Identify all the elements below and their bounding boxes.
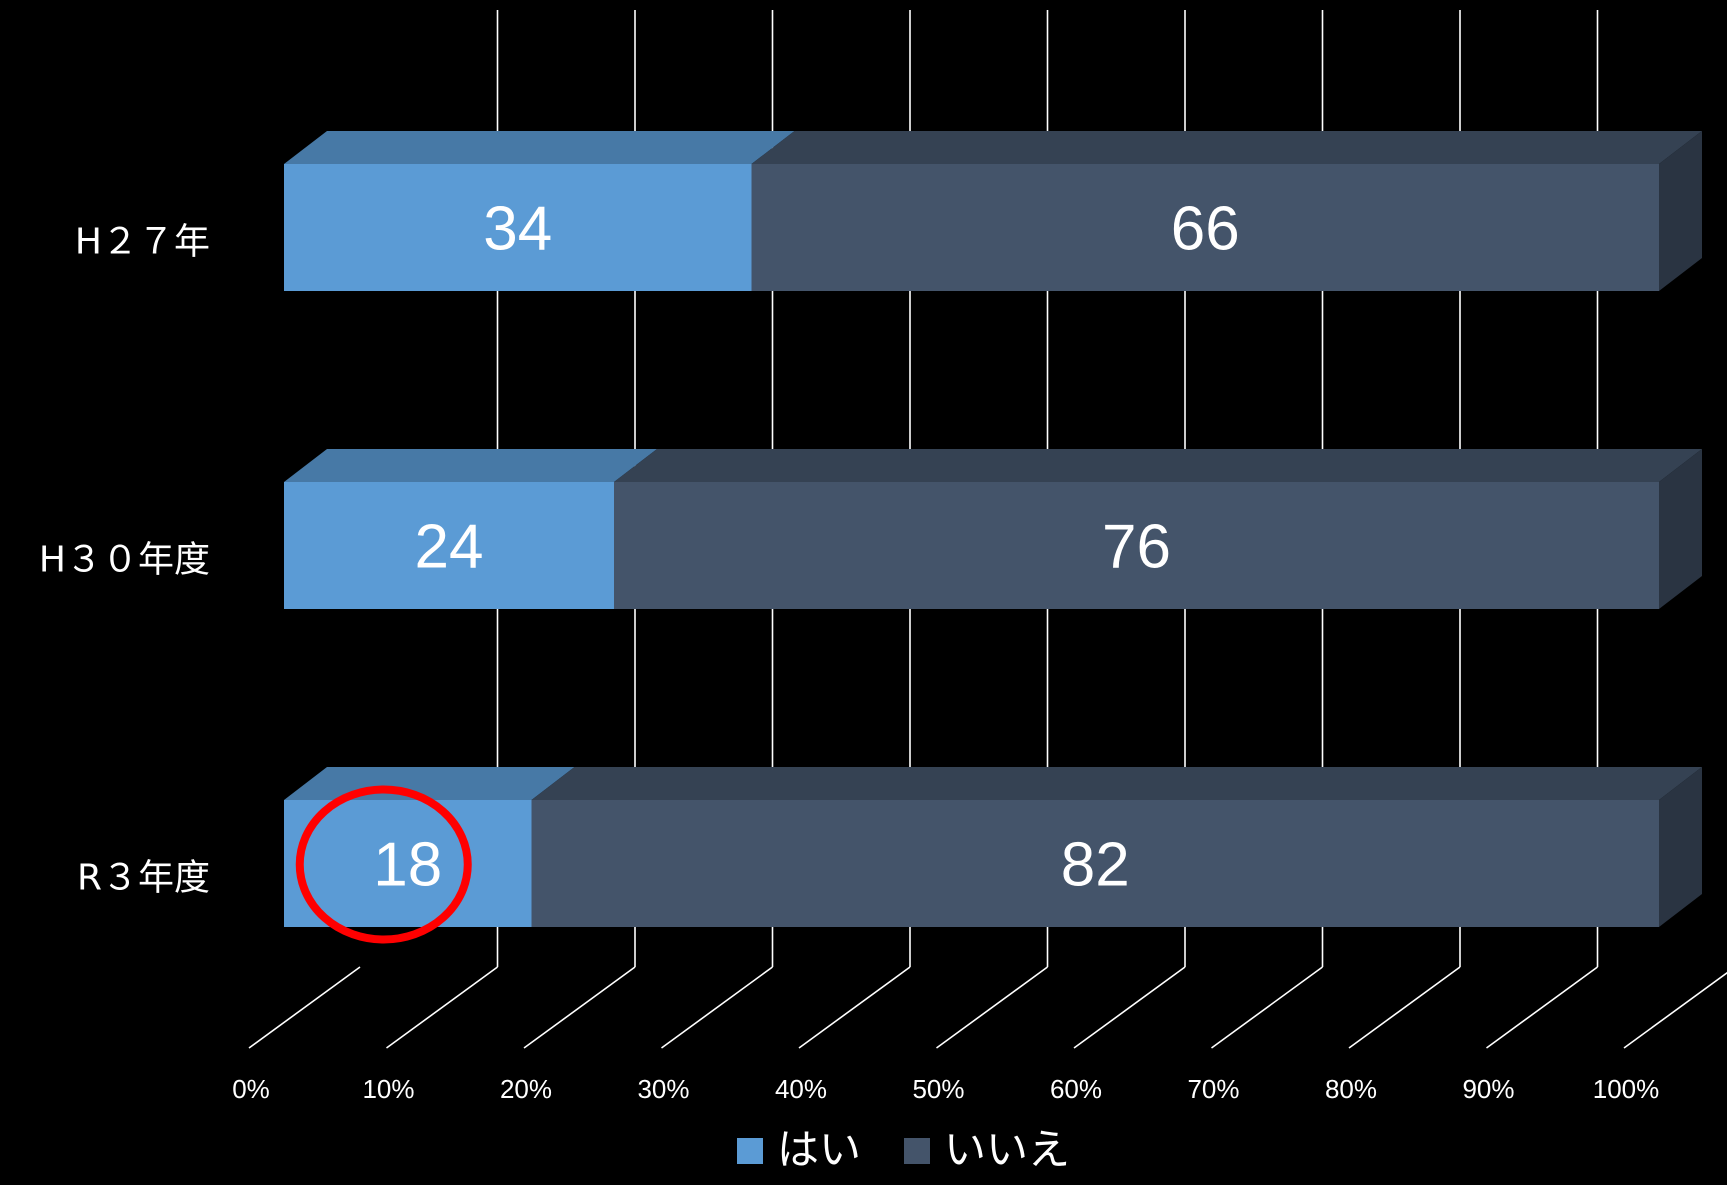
gridline-floor	[386, 966, 498, 1049]
data-label: 82	[1061, 831, 1130, 900]
gridline-floor	[936, 966, 1048, 1049]
category-label: R３年度	[77, 858, 210, 899]
bar-segment-top	[751, 131, 1702, 164]
legend-swatch	[737, 1138, 763, 1164]
x-tick-label: 10%	[362, 1074, 414, 1104]
data-label: 18	[373, 831, 442, 900]
highlight-circle	[295, 785, 472, 944]
bar-segment-top	[531, 767, 1702, 800]
bar-segment-top	[614, 449, 1702, 482]
bar-segment	[614, 482, 1659, 609]
data-label: 24	[415, 513, 484, 582]
bar-side	[1659, 131, 1702, 291]
data-label: 66	[1171, 195, 1240, 264]
x-tick-label: 90%	[1462, 1074, 1514, 1104]
bar-segment-top	[284, 767, 575, 800]
x-tick-labels: 0% 10% 20% 30% 40% 50% 60% 70% 80% 90% 100%	[232, 1074, 1659, 1104]
gridline-floor	[661, 966, 773, 1049]
gridline-floor	[1486, 966, 1598, 1049]
gridline-floor	[1623, 971, 1727, 1049]
legend-swatch	[904, 1138, 930, 1164]
gridline-floor	[248, 966, 361, 1049]
gridline-floor	[1073, 966, 1186, 1049]
bar-side	[1659, 449, 1702, 609]
data-label: 34	[483, 195, 552, 264]
bar-segment	[751, 164, 1659, 291]
legend: はい いいえ	[737, 1125, 1070, 1174]
x-tick-label: 20%	[500, 1074, 552, 1104]
x-tick-label: 70%	[1187, 1074, 1239, 1104]
bar-segment	[284, 482, 614, 609]
gridline-floor	[1348, 966, 1461, 1049]
bar-segment	[531, 800, 1659, 927]
x-tick-label: 0%	[232, 1074, 270, 1104]
legend-label: はい	[777, 1125, 861, 1174]
x-tick-label: 40%	[775, 1074, 827, 1104]
gridline-floor	[798, 966, 911, 1049]
bar-side	[1659, 767, 1702, 927]
legend-label: いいえ	[944, 1125, 1070, 1174]
x-tick-label: 50%	[912, 1074, 964, 1104]
data-label: 76	[1102, 513, 1171, 582]
bars: 34 66 24 76 18 82	[284, 131, 1702, 944]
category-label: H３０年度	[39, 540, 210, 581]
gridline-floor	[523, 966, 636, 1049]
category-labels: H２７年 H３０年度 R３年度	[39, 222, 210, 899]
bar-segment-top	[284, 131, 795, 164]
x-tick-label: 80%	[1325, 1074, 1377, 1104]
bar-segment	[284, 164, 752, 291]
gridline-floor	[1211, 966, 1323, 1049]
category-label: H２７年	[75, 222, 210, 263]
x-tick-label: 60%	[1050, 1074, 1102, 1104]
x-tick-label: 100%	[1593, 1074, 1660, 1104]
bar-segment-top	[284, 449, 657, 482]
bar-segment	[284, 800, 532, 927]
x-tick-label: 30%	[637, 1074, 689, 1104]
